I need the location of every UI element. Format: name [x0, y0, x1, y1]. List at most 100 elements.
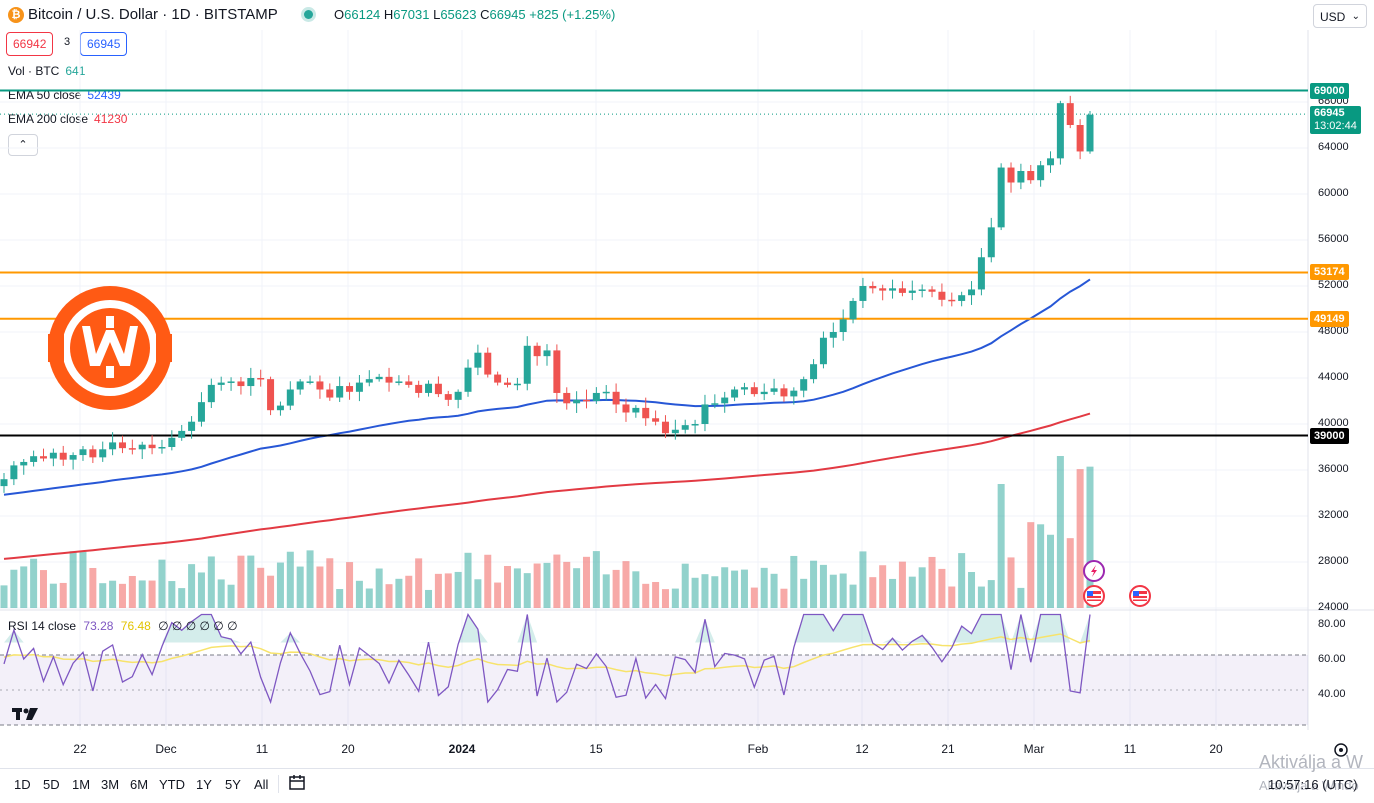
volume-bar	[948, 586, 956, 608]
candle-body	[474, 352, 482, 368]
candle-body	[800, 379, 808, 391]
volume-bar	[661, 589, 669, 608]
candle-body	[128, 448, 136, 450]
candle-body	[326, 389, 334, 398]
symbol-title[interactable]: Bitcoin / U.S. Dollar · 1D · BITSTAMP	[28, 6, 278, 23]
candle-body	[533, 345, 541, 357]
volume-bar	[375, 568, 383, 608]
volume-bar	[0, 585, 8, 608]
candle-body	[622, 404, 630, 413]
candle-body	[1007, 167, 1015, 183]
time-axis-tick: 15	[589, 742, 603, 756]
calendar-icon[interactable]	[288, 773, 306, 791]
volume-bar	[168, 581, 176, 608]
volume-bar	[109, 580, 117, 608]
volume-bar	[602, 574, 610, 608]
us-flag-icon	[1083, 585, 1105, 607]
range-button-5y[interactable]: 5Y	[225, 777, 241, 792]
volume-bar	[89, 567, 97, 608]
volume-bar	[563, 561, 571, 608]
candle-body	[444, 394, 452, 400]
price-chart[interactable]	[0, 30, 1374, 770]
volume-bar	[642, 583, 650, 608]
time-axis-tick: 21	[941, 742, 955, 756]
sell-button[interactable]: 66942	[6, 32, 54, 56]
price-level-tag[interactable]: 53174	[1310, 264, 1349, 281]
candle-body	[405, 381, 413, 385]
rsi-legend[interactable]: RSI 14 close 73.28 76.48 ∅ ∅ ∅ ∅ ∅ ∅	[8, 619, 238, 633]
candle-body	[711, 403, 719, 405]
range-button-6m[interactable]: 6M	[130, 777, 149, 792]
candle-body	[49, 452, 57, 459]
volume-bar	[237, 555, 245, 608]
range-button-1d[interactable]: 1D	[14, 777, 31, 792]
volume-bar	[681, 563, 689, 608]
range-button-3m[interactable]: 3M	[101, 777, 120, 792]
volume-bar	[810, 560, 818, 608]
rsi-axis-tick: 40.00	[1318, 688, 1346, 700]
ema200-legend[interactable]: EMA 200 close 41230	[8, 112, 128, 126]
windows-activation-watermark: Aktiválja a W	[1259, 752, 1364, 772]
volume-bar	[889, 578, 897, 608]
candle-body	[889, 288, 897, 291]
range-button-all[interactable]: All	[254, 777, 269, 792]
volume-bar	[217, 579, 225, 608]
candle-body	[197, 402, 205, 422]
volume-bar	[908, 576, 916, 608]
volume-bar	[276, 562, 284, 608]
candle-body	[977, 257, 985, 290]
candle-body	[928, 289, 936, 292]
volume-bar	[790, 555, 798, 608]
candle-body	[267, 379, 275, 411]
volume-bar	[128, 575, 136, 608]
price-level-tag[interactable]: 69000	[1310, 82, 1349, 99]
volume-bar	[553, 554, 561, 608]
range-button-ytd[interactable]: YTD	[159, 777, 185, 792]
candle-body	[296, 381, 304, 390]
volume-bar	[336, 589, 344, 608]
volume-bar	[197, 572, 205, 608]
candle-body	[869, 286, 877, 289]
volume-bar	[30, 558, 38, 608]
candle-body	[257, 378, 265, 380]
candle-body	[780, 388, 788, 397]
price-axis-tick: 36000	[1318, 463, 1349, 475]
volume-bar	[987, 580, 995, 608]
candle-body	[859, 286, 867, 301]
candle-body	[849, 300, 857, 320]
candle-body	[375, 376, 383, 380]
candle-body	[168, 437, 176, 447]
price-level-tag[interactable]: 49149	[1310, 310, 1349, 327]
volume-bar	[158, 559, 166, 608]
currency-select[interactable]: USD ⌄	[1313, 4, 1367, 28]
volume-bar	[415, 558, 423, 608]
ohlc-readout: O66124 H67031 L65623 C66945 +825 (+1.25%…	[334, 7, 616, 22]
range-button-5d[interactable]: 5D	[43, 777, 60, 792]
volume-bar	[296, 566, 304, 608]
candle-body	[59, 452, 67, 460]
candle-body	[819, 337, 827, 365]
candle-body	[553, 350, 561, 393]
candle-body	[750, 387, 758, 395]
price-axis-tick: 44000	[1318, 371, 1349, 383]
range-button-1m[interactable]: 1M	[72, 777, 91, 792]
volume-bar	[632, 571, 640, 608]
volume-bar	[671, 588, 679, 608]
range-button-1y[interactable]: 1Y	[196, 777, 212, 792]
volume-bar	[721, 567, 729, 608]
utc-clock[interactable]: 10:57:16 (UTC)	[1268, 777, 1358, 792]
collapse-legend-button[interactable]: ⌃	[8, 134, 38, 156]
volume-bar	[494, 582, 502, 608]
price-axis-tick: 28000	[1318, 555, 1349, 567]
price-level-tag[interactable]: 39000	[1310, 427, 1349, 444]
volume-bar	[533, 563, 541, 608]
candle-body	[582, 399, 590, 402]
candle-body	[681, 425, 689, 430]
volume-bar	[227, 584, 235, 608]
time-axis-tick: 22	[73, 742, 87, 756]
candle-body	[425, 383, 433, 393]
volume-bar	[1047, 534, 1055, 608]
buy-button[interactable]: 66945	[80, 32, 128, 56]
volume-bar	[977, 586, 985, 608]
volume-bar	[504, 565, 512, 608]
